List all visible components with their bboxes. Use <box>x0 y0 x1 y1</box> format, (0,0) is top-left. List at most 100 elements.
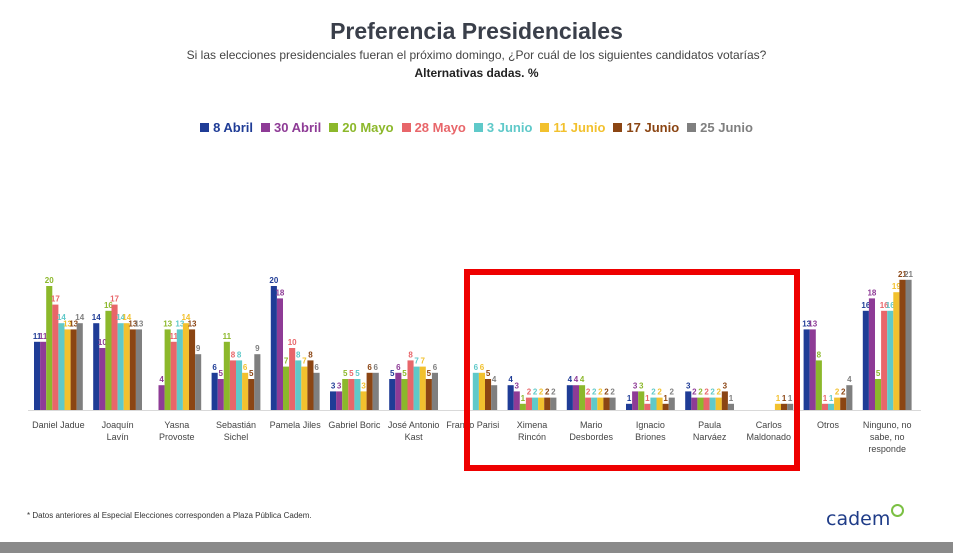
legend-item: 20 Mayo <box>329 120 394 135</box>
legend-label: 8 Abril <box>213 120 254 135</box>
data-label: 3 <box>331 381 336 390</box>
data-label: 20 <box>45 276 54 285</box>
data-label: 4 <box>568 375 573 384</box>
bar <box>93 323 100 410</box>
bar <box>407 360 414 410</box>
data-label: 21 <box>898 270 907 279</box>
category-label-line: Gabriel Boric <box>328 420 381 430</box>
data-label: 1 <box>663 394 668 403</box>
bar <box>809 329 816 410</box>
category-label-line: Desbordes <box>569 432 613 442</box>
data-label: 16 <box>886 301 895 310</box>
data-label: 5 <box>249 369 254 378</box>
category-label: Carlos Maldonado <box>747 420 792 442</box>
data-label: 11 <box>223 332 232 341</box>
bar <box>189 329 196 410</box>
category-label-line: Daniel Jadue <box>32 420 85 430</box>
bar <box>609 397 616 410</box>
chart-title: Preferencia Presidenciales <box>330 18 623 44</box>
bar <box>342 379 349 410</box>
bar <box>170 341 177 410</box>
category-label: Gabriel Boric <box>328 420 381 430</box>
legend-item: 17 Junio <box>613 120 679 135</box>
bar <box>709 397 716 410</box>
bar <box>626 403 633 410</box>
legend-item: 30 Abril <box>261 120 321 135</box>
data-label: 5 <box>876 369 881 378</box>
bar <box>472 372 479 410</box>
bar <box>158 385 165 410</box>
bar <box>491 385 498 410</box>
data-label: 9 <box>196 344 201 353</box>
data-label: 7 <box>284 357 289 366</box>
bar <box>815 360 822 410</box>
bar <box>566 385 573 410</box>
bar <box>236 360 243 410</box>
bar <box>330 391 337 410</box>
category-label-line: Rincón <box>518 432 546 442</box>
bar <box>307 360 314 410</box>
bar <box>715 397 722 410</box>
bar <box>217 379 224 410</box>
bottom-bar <box>0 542 953 553</box>
bar <box>229 360 236 410</box>
category-label: Otros <box>817 420 840 430</box>
legend-label: 30 Abril <box>274 120 322 135</box>
category-label-line: Carlos <box>756 420 783 430</box>
data-label: 2 <box>598 388 603 397</box>
data-label: 4 <box>508 375 513 384</box>
bar <box>176 329 183 410</box>
bar <box>276 298 283 410</box>
category-label: Franco Parisi <box>446 420 499 430</box>
bar <box>846 385 853 410</box>
category-label: Mario Desbordes <box>569 420 613 442</box>
data-label: 2 <box>698 388 703 397</box>
bar <box>270 286 277 410</box>
bar <box>840 397 847 410</box>
data-label: 8 <box>408 350 413 359</box>
bar <box>283 366 290 410</box>
data-label: 2 <box>704 388 709 397</box>
bar <box>899 279 906 410</box>
category-label-line: Kast <box>405 432 424 442</box>
bar <box>313 372 320 410</box>
data-label: 2 <box>586 388 591 397</box>
category-label: Sebastián Sichel <box>216 420 256 442</box>
data-label: 2 <box>610 388 615 397</box>
bar <box>591 397 598 410</box>
bar <box>70 329 77 410</box>
data-label: 8 <box>296 350 301 359</box>
data-label: 8 <box>817 350 822 359</box>
bar <box>254 354 261 410</box>
legend-swatch <box>261 123 271 132</box>
bar <box>301 366 308 410</box>
data-label: 9 <box>255 344 260 353</box>
data-label: 5 <box>343 369 348 378</box>
bar <box>868 298 875 410</box>
bar <box>572 385 579 410</box>
bar <box>223 341 230 410</box>
bar <box>182 323 189 410</box>
bar <box>366 372 373 410</box>
bar <box>111 304 118 410</box>
category-label-line: Ximena <box>517 420 548 430</box>
bar <box>413 366 420 410</box>
bar <box>691 397 698 410</box>
bar <box>774 403 781 410</box>
data-label: 8 <box>231 350 236 359</box>
bar <box>721 391 728 410</box>
bar <box>211 372 218 410</box>
bar <box>76 323 83 410</box>
bar <box>538 397 545 410</box>
bar <box>513 391 520 410</box>
data-label: 13 <box>802 319 811 328</box>
data-label: 14 <box>92 313 101 322</box>
chart-subtitle-units: Alternativas dadas. % <box>414 66 539 80</box>
category-label-line: Sichel <box>224 432 249 442</box>
legend-swatch <box>687 123 697 132</box>
data-label: 1 <box>823 394 828 403</box>
data-label: 6 <box>433 363 438 372</box>
data-label: 2 <box>551 388 556 397</box>
bar <box>372 372 379 410</box>
category-label-line: Franco Parisi <box>446 420 499 430</box>
